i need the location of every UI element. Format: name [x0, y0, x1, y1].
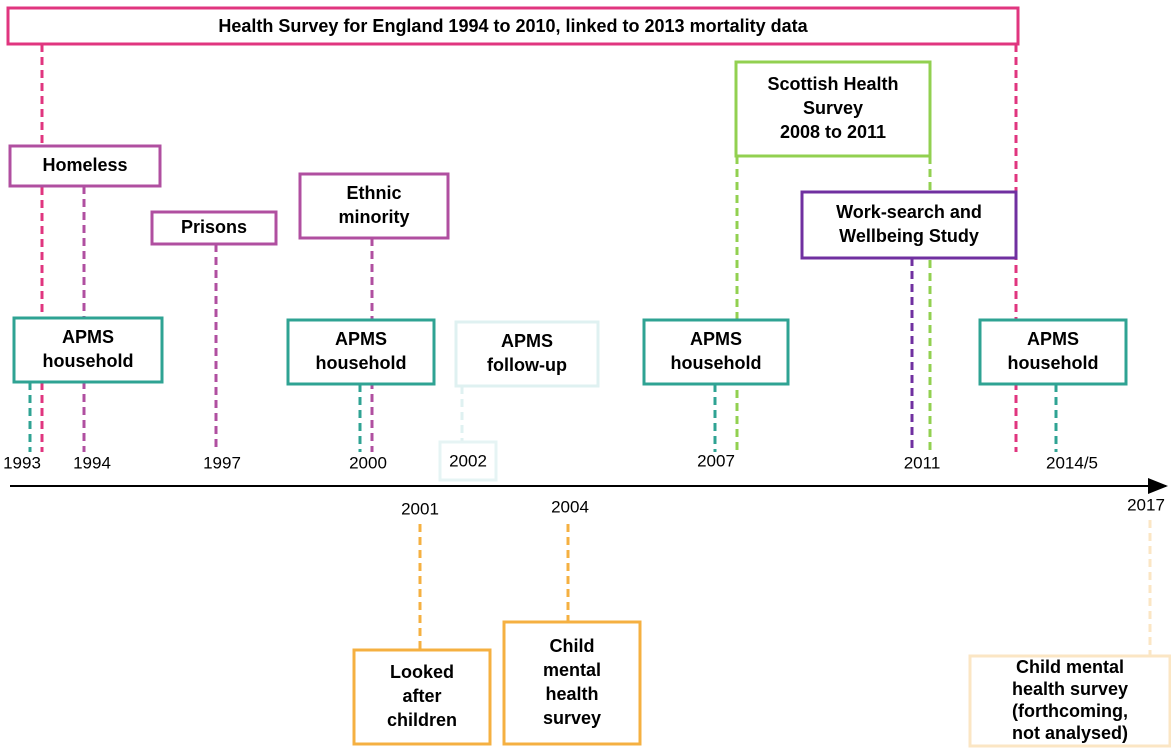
survey-box	[968, 654, 1171, 748]
survey-label: APMS	[1027, 329, 1079, 349]
survey-label: 2008 to 2011	[780, 122, 886, 142]
survey-box	[286, 318, 436, 386]
year-label: 2007	[697, 451, 735, 470]
survey-label: health survey	[1012, 679, 1128, 699]
survey-label: Survey	[803, 98, 863, 118]
survey-label: Wellbeing Study	[839, 226, 979, 246]
survey-label: mental	[543, 660, 601, 680]
survey-label: APMS	[335, 329, 387, 349]
survey-label: (forthcoming,	[1012, 701, 1128, 721]
survey-box	[150, 210, 278, 246]
survey-box	[12, 316, 164, 384]
survey-box	[502, 620, 642, 746]
survey-label: APMS	[62, 327, 114, 347]
year-label: 1997	[203, 453, 241, 472]
survey-label: Work-search and	[836, 202, 982, 222]
survey-label: health	[545, 684, 598, 704]
survey-label: after	[402, 686, 441, 706]
survey-label: minority	[338, 207, 409, 227]
year-label: 2004	[551, 497, 589, 516]
year-box	[438, 440, 498, 482]
year-label: 2011	[904, 453, 941, 472]
title: Health Survey for England 1994 to 2010, …	[218, 16, 808, 36]
survey-label: Ethnic	[346, 183, 401, 203]
survey-box	[352, 648, 492, 746]
year-label: 1993	[3, 453, 41, 472]
survey-label: Looked	[390, 662, 454, 682]
survey-box	[642, 318, 790, 386]
survey-label: children	[387, 710, 457, 730]
survey-box	[978, 318, 1128, 386]
survey-box	[298, 172, 450, 240]
survey-label: survey	[543, 708, 601, 728]
survey-label: not analysed)	[1012, 723, 1128, 743]
year-label: 2000	[349, 453, 387, 472]
survey-label: Scottish Health	[767, 74, 898, 94]
survey-label: household	[43, 351, 134, 371]
survey-box	[734, 60, 932, 158]
title-box	[6, 6, 1020, 46]
survey-label: Child	[550, 636, 595, 656]
survey-label: household	[1008, 353, 1099, 373]
survey-label: follow-up	[487, 355, 567, 375]
year-label: 2017	[1127, 495, 1165, 514]
survey-label: household	[671, 353, 762, 373]
survey-box	[8, 144, 162, 188]
year-label: 2001	[401, 499, 439, 518]
survey-label: APMS	[501, 331, 553, 351]
year-label: 1994	[73, 453, 111, 472]
survey-box	[454, 320, 600, 388]
survey-label: APMS	[690, 329, 742, 349]
survey-label: Homeless	[42, 155, 127, 175]
survey-label: household	[316, 353, 407, 373]
year-label: 2002	[449, 451, 487, 470]
survey-label: Child mental	[1016, 657, 1124, 677]
survey-box	[800, 190, 1018, 260]
year-label: 2014/5	[1046, 453, 1098, 472]
survey-label: Prisons	[181, 217, 247, 237]
